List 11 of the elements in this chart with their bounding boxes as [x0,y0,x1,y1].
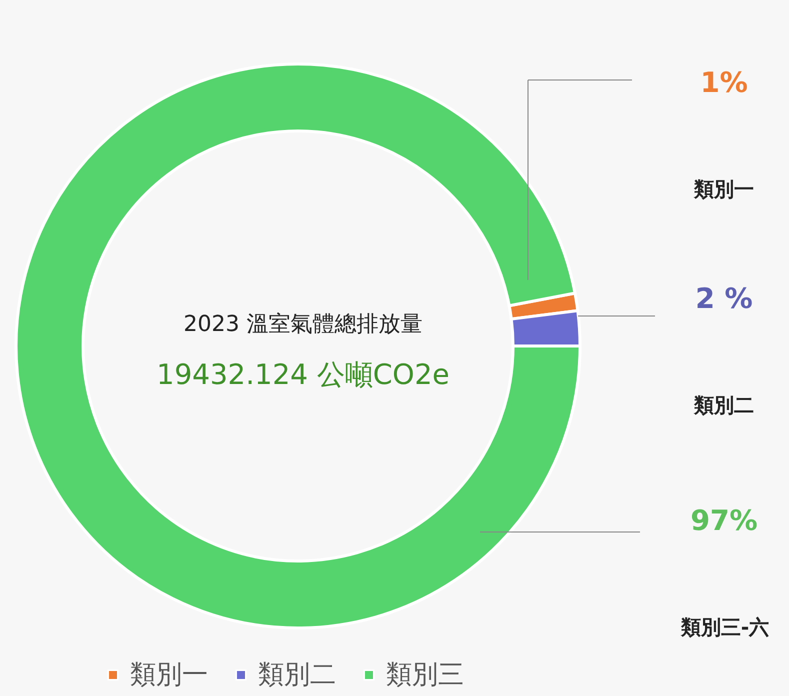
text: 1% [700,66,748,99]
text: 2023 溫室氣體總排放量 [184,312,422,337]
text: 97% [690,504,758,537]
text: 2 % [695,282,753,315]
text: 19432.124 公噸CO2e [156,358,450,391]
legend-label: 類別三 [386,660,464,690]
text: 類別一 [693,177,754,201]
text: 類別二 [693,393,754,417]
text: 類別三-六 [680,615,770,639]
legend-label: 類別二 [258,660,336,690]
legend-label: 類別一 [130,660,208,690]
